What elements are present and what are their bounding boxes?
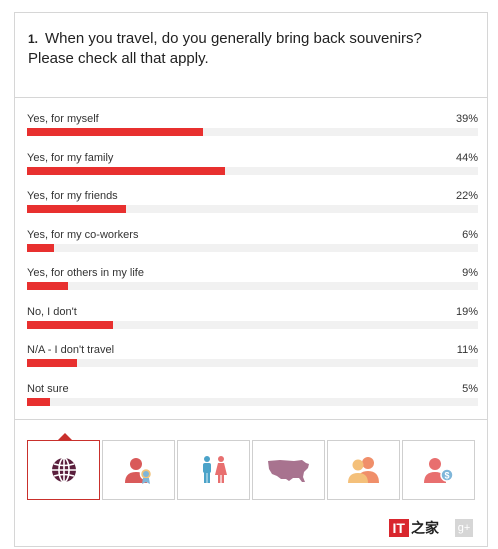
tab-usa-map[interactable] [252, 440, 325, 500]
result-track [27, 397, 478, 406]
result-bar [27, 359, 77, 367]
svg-text:$: $ [444, 471, 449, 481]
result-row: Yes, for my co-workers 6% [27, 227, 478, 266]
survey-card: 1. When you travel, do you generally brin… [14, 12, 488, 547]
question-number: 1. [28, 32, 39, 46]
result-percent: 22% [455, 190, 478, 202]
result-bar [27, 282, 68, 290]
results-list: Yes, for myself 39% Yes, for my family 4… [27, 111, 478, 419]
tab-person-dollar[interactable]: $ [402, 440, 475, 500]
result-label: Yes, for myself [27, 113, 99, 125]
result-percent: 19% [455, 305, 478, 318]
result-label: Not sure [27, 382, 69, 395]
result-track [27, 243, 478, 252]
active-tab-pointer [57, 433, 73, 441]
result-bar [27, 320, 113, 329]
result-row: Yes, for others in my life 9% [27, 265, 478, 304]
globe-icon [51, 457, 76, 483]
watermark-brand: IT [388, 519, 409, 537]
result-percent: 9% [462, 267, 478, 279]
result-percent: 44% [455, 151, 478, 164]
watermark-logo: IT 之家 g+ [388, 518, 473, 538]
result-bar [27, 243, 55, 252]
male-female-icon [202, 456, 227, 483]
person-dollar-icon: $ [423, 458, 454, 483]
divider [15, 97, 487, 98]
result-bar [27, 166, 226, 175]
result-bar [27, 128, 203, 136]
tab-globe[interactable] [27, 433, 100, 500]
result-label: Yes, for my friends [27, 190, 118, 202]
result-track [27, 282, 478, 290]
question-text: When you travel, do you generally bring … [28, 30, 422, 67]
result-percent: 6% [462, 228, 478, 241]
result-percent: 5% [462, 382, 478, 395]
question-title: 1. When you travel, do you generally brin… [28, 29, 468, 69]
result-track [27, 128, 478, 136]
tab-person-award[interactable] [102, 440, 175, 500]
tab-male-female[interactable] [177, 440, 250, 500]
result-track [27, 359, 478, 367]
result-label: Yes, for my co-workers [27, 228, 139, 241]
divider [15, 419, 487, 420]
result-track [27, 166, 478, 175]
result-track [27, 320, 478, 329]
usa-map-icon [267, 460, 309, 482]
result-row: Not sure 5% [27, 381, 478, 420]
result-row: Yes, for my family 44% [27, 150, 478, 189]
result-label: N/A - I don't travel [27, 344, 115, 356]
result-percent: 11% [456, 344, 478, 356]
result-row: Yes, for myself 39% [27, 111, 478, 150]
watermark-suffix: 之家 [411, 521, 439, 537]
people-icon [347, 457, 379, 483]
person-award-icon [124, 458, 152, 484]
google-plus-icon[interactable]: g+ [455, 519, 473, 537]
result-label: Yes, for my family [27, 151, 114, 164]
result-row: N/A - I don't travel 11% [27, 342, 478, 381]
filter-tabs: $ [27, 433, 478, 502]
result-bar [27, 205, 127, 213]
result-percent: 39% [455, 113, 478, 125]
result-label: No, I don't [27, 305, 77, 318]
result-track [27, 205, 478, 213]
result-label: Yes, for others in my life [27, 267, 144, 279]
result-row: No, I don't 19% [27, 304, 478, 343]
result-row: Yes, for my friends 22% [27, 188, 478, 227]
result-bar [27, 397, 50, 406]
tab-people[interactable] [327, 440, 400, 500]
